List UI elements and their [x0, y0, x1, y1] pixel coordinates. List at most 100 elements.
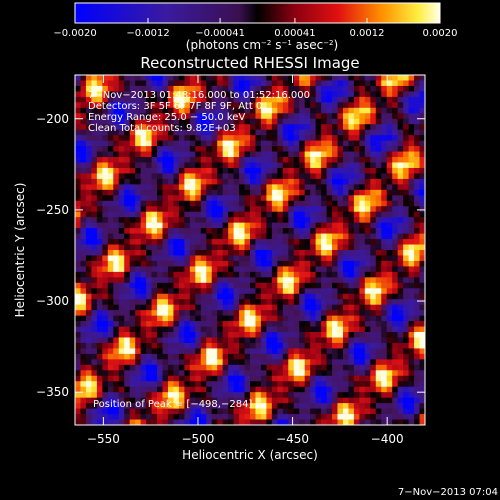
- heatmap-cell: [91, 80, 98, 87]
- heatmap-cell: [102, 288, 109, 295]
- heatmap-cell: [370, 222, 377, 229]
- heatmap-cell: [157, 408, 164, 415]
- heatmap-cell: [250, 260, 257, 268]
- heatmap-cell: [129, 75, 136, 82]
- heatmap-cell: [326, 162, 333, 169]
- heatmap-cell: [200, 135, 207, 142]
- heatmap-cell: [408, 124, 415, 131]
- heatmap-cell: [326, 392, 333, 399]
- heatmap-cell: [129, 266, 136, 273]
- heatmap-cell: [403, 96, 410, 103]
- heatmap-cell: [348, 403, 355, 410]
- heatmap-cell: [107, 271, 114, 278]
- heatmap-cell: [397, 200, 404, 207]
- heatmap-cell: [162, 375, 169, 382]
- heatmap-cell: [206, 206, 213, 213]
- heatmap-cell: [244, 359, 251, 366]
- heatmap-cell: [299, 315, 306, 322]
- heatmap-cell: [332, 211, 339, 218]
- heatmap-cell: [359, 359, 366, 366]
- heatmap-cell: [392, 85, 399, 93]
- heatmap-cell: [310, 260, 317, 268]
- heatmap-cell: [244, 222, 251, 229]
- heatmap-cell: [124, 206, 131, 213]
- heatmap-cell: [342, 310, 350, 317]
- heatmap-cell: [91, 408, 98, 415]
- heatmap-cell: [310, 310, 317, 317]
- heatmap-cell: [332, 271, 339, 278]
- heatmap-cell: [381, 260, 388, 268]
- heatmap-cell: [310, 129, 317, 136]
- heatmap-cell: [397, 299, 404, 306]
- heatmap-cell: [342, 173, 350, 180]
- heatmap-cell: [364, 135, 371, 142]
- heatmap-cell: [359, 206, 366, 213]
- heatmap-cell: [353, 129, 360, 136]
- heatmap-cell: [200, 397, 207, 404]
- heatmap-cell: [392, 195, 399, 202]
- heatmap-cell: [151, 381, 158, 388]
- heatmap-cell: [244, 337, 251, 344]
- heatmap-cell: [392, 233, 399, 240]
- heatmap-cell: [151, 157, 158, 164]
- heatmap-cell: [75, 359, 82, 366]
- heatmap-cell: [189, 326, 196, 333]
- heatmap-cell: [364, 359, 371, 366]
- heatmap-cell: [113, 80, 120, 87]
- heatmap-cell: [135, 135, 142, 142]
- heatmap-cell: [102, 342, 109, 350]
- heatmap-cell: [178, 118, 185, 125]
- heatmap-cell: [151, 375, 158, 382]
- heatmap-cell: [277, 348, 284, 355]
- heatmap-cell: [364, 403, 371, 410]
- heatmap-cell: [75, 282, 82, 289]
- heatmap-cell: [233, 375, 240, 382]
- heatmap-cell: [392, 135, 399, 142]
- heatmap-cell: [386, 304, 393, 311]
- heatmap-cell: [342, 113, 350, 120]
- heatmap-cell: [140, 375, 147, 382]
- heatmap-cell: [375, 337, 382, 344]
- heatmap-cell: [271, 342, 278, 350]
- heatmap-cell: [299, 113, 306, 120]
- heatmap-cell: [244, 189, 251, 196]
- heatmap-cell: [255, 239, 262, 246]
- heatmap-cell: [233, 184, 240, 191]
- heatmap-cell: [271, 217, 278, 224]
- heatmap-cell: [403, 118, 410, 125]
- heatmap-cell: [80, 353, 87, 360]
- heatmap-cell: [173, 200, 180, 207]
- heatmap-cell: [157, 195, 164, 202]
- heatmap-cell: [386, 332, 393, 339]
- heatmap-cell: [167, 178, 175, 185]
- heatmap-cell: [337, 315, 344, 322]
- heatmap-cell: [321, 282, 328, 289]
- heatmap-cell: [75, 200, 82, 207]
- heatmap-cell: [255, 184, 262, 191]
- heatmap-cell: [211, 162, 218, 169]
- heatmap-cell: [337, 282, 344, 289]
- heatmap-cell: [96, 184, 103, 191]
- heatmap-cell: [184, 392, 191, 399]
- heatmap-cell: [239, 162, 246, 169]
- heatmap-cell: [277, 293, 284, 300]
- heatmap-cell: [381, 167, 388, 175]
- heatmap-cell: [288, 178, 295, 185]
- heatmap-cell: [184, 244, 191, 251]
- heatmap-cell: [184, 332, 191, 339]
- heatmap-cell: [326, 277, 333, 284]
- heatmap-cell: [146, 151, 153, 158]
- heatmap-cell: [299, 277, 306, 284]
- heatmap-cell: [118, 408, 125, 415]
- heatmap-cell: [332, 381, 339, 388]
- heatmap-cell: [392, 299, 399, 306]
- heatmap-cell: [414, 107, 421, 114]
- heatmap-cell: [135, 315, 142, 322]
- heatmap-cell: [255, 255, 262, 262]
- heatmap-cell: [288, 364, 295, 371]
- heatmap-cell: [189, 337, 196, 344]
- heatmap-cell: [386, 266, 393, 273]
- heatmap-cell: [304, 107, 311, 114]
- heatmap-cell: [250, 353, 257, 360]
- heatmap-cell: [222, 359, 229, 366]
